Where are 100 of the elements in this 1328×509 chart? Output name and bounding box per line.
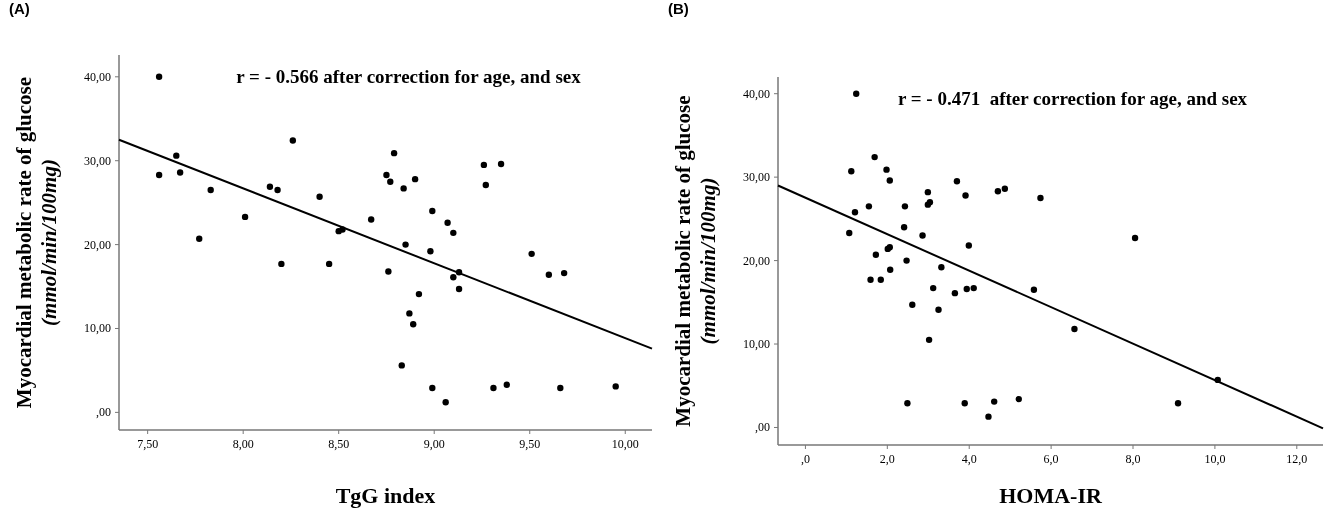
- point: [274, 186, 281, 194]
- y-tick-label: 10,00: [84, 321, 111, 336]
- chart-title: (A): [9, 0, 30, 17]
- point: [994, 188, 1002, 195]
- point: [929, 284, 937, 292]
- point: [877, 276, 884, 283]
- point: [545, 271, 553, 278]
- x-tick-label: 4,0: [961, 452, 977, 466]
- point: [155, 171, 163, 179]
- point: [429, 384, 436, 392]
- x-tick-label: 7,50: [137, 437, 159, 451]
- x-axis-title: HOMA-IR: [999, 483, 1103, 508]
- point: [1037, 194, 1044, 202]
- point: [970, 284, 977, 292]
- point: [367, 216, 375, 223]
- x-tick-label: 9,00: [423, 437, 445, 451]
- point: [886, 177, 893, 184]
- point: [410, 321, 417, 328]
- point: [390, 149, 398, 157]
- point: [429, 207, 436, 215]
- point: [316, 193, 323, 200]
- point: [402, 241, 409, 248]
- point: [480, 161, 488, 169]
- x-tick-label: 10,00: [611, 437, 639, 451]
- point: [985, 413, 992, 420]
- point: [872, 251, 880, 258]
- point: [289, 137, 297, 144]
- point: [442, 399, 449, 406]
- point: [924, 188, 932, 196]
- point: [241, 213, 249, 221]
- point: [1001, 185, 1009, 193]
- point: [938, 264, 945, 271]
- point: [1071, 325, 1078, 333]
- x-tick-label: 2,0: [879, 452, 895, 466]
- y-tick-label: 30,00: [84, 153, 111, 168]
- x-tick-label: 12,0: [1286, 452, 1308, 466]
- point: [387, 178, 394, 185]
- point: [851, 208, 859, 216]
- point: [883, 166, 890, 173]
- y-tick-label: ,00: [755, 420, 770, 435]
- annotation: r = - 0.471 after correction for age, and sex: [897, 88, 1248, 109]
- x-tick-label: 9,50: [519, 437, 541, 451]
- point: [925, 336, 933, 344]
- point: [846, 229, 853, 237]
- y-tick-label: 40,00: [743, 86, 770, 101]
- point: [406, 310, 413, 317]
- y-axis-title: Myocardial metabolic rate of glucose (mmol/min/100mg): [671, 95, 720, 427]
- y-tick-label: 10,00: [743, 337, 770, 352]
- point: [903, 257, 910, 264]
- point: [901, 203, 909, 210]
- point: [385, 268, 392, 275]
- point: [965, 242, 973, 249]
- point: [560, 269, 568, 277]
- point: [173, 152, 180, 159]
- x-tick-label: ,0: [800, 452, 810, 466]
- point: [963, 285, 970, 293]
- point: [871, 153, 878, 161]
- point: [904, 400, 911, 407]
- chart-title: (B): [668, 0, 689, 17]
- point: [1030, 286, 1038, 293]
- x-tick-label: 8,0: [1125, 452, 1141, 466]
- x-tick-label: 8,50: [328, 437, 350, 451]
- point: [557, 384, 564, 392]
- point: [196, 235, 203, 242]
- point: [853, 90, 860, 97]
- y-tick-label: 20,00: [743, 253, 770, 268]
- y-tick-label: 40,00: [84, 69, 111, 84]
- point: [865, 203, 873, 210]
- point: [935, 306, 942, 314]
- point: [411, 175, 419, 183]
- point: [1131, 234, 1139, 242]
- point: [612, 383, 619, 390]
- point: [886, 266, 894, 273]
- y-tick-label: 30,00: [743, 170, 770, 185]
- point: [1015, 395, 1022, 403]
- y-tick-label: 20,00: [84, 237, 111, 252]
- y-tick-label: ,00: [96, 405, 111, 420]
- point: [961, 400, 968, 407]
- point: [383, 171, 390, 179]
- point: [900, 224, 908, 231]
- point: [444, 219, 451, 226]
- point: [207, 186, 214, 194]
- point: [953, 178, 961, 185]
- point: [427, 248, 434, 255]
- point: [867, 276, 874, 283]
- point: [266, 183, 274, 190]
- point: [455, 285, 463, 293]
- x-tick-label: 6,0: [1043, 452, 1059, 466]
- annotation: r = - 0.566 after correction for age, and sex: [236, 66, 582, 87]
- point: [991, 398, 998, 405]
- point: [415, 290, 423, 298]
- point: [848, 168, 855, 175]
- point: [400, 185, 407, 192]
- point: [450, 274, 457, 281]
- point: [951, 289, 959, 297]
- point: [909, 301, 916, 309]
- point: [528, 250, 535, 258]
- point: [490, 384, 497, 392]
- x-tick-label: 8,00: [232, 437, 254, 451]
- point: [497, 160, 505, 168]
